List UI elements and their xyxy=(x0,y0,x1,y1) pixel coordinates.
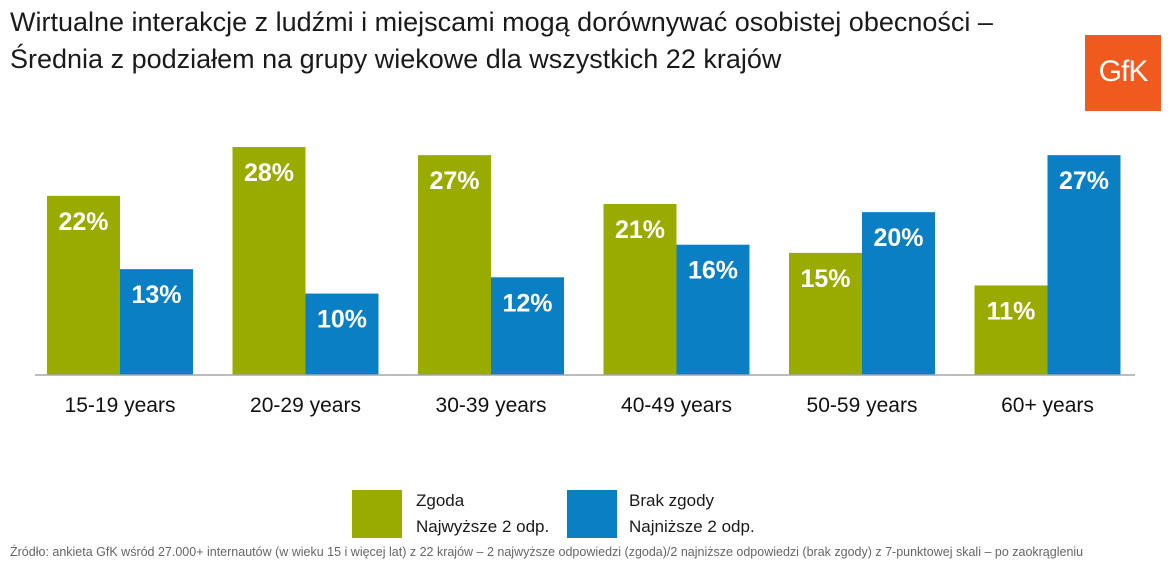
legend-label: Brak zgody xyxy=(629,491,715,510)
x-tick-label: 40-49 years xyxy=(621,394,732,417)
data-label: 21% xyxy=(615,216,665,244)
data-label: 10% xyxy=(317,306,367,334)
data-label: 15% xyxy=(800,265,850,293)
data-label: 11% xyxy=(987,297,1036,325)
data-label: 27% xyxy=(1059,167,1109,195)
gfk-logo: GfK xyxy=(1085,35,1161,111)
bar-agree-4 xyxy=(789,252,862,375)
legend-sublabel: Najniższe 2 odp. xyxy=(629,517,755,536)
bar-agree-1 xyxy=(232,147,306,375)
bar-agree-5 xyxy=(974,285,1048,375)
bar-chart: 22% 13% 28% 10% 27% 12% 21% 16% 15% 20% 11% 27% 15-… xyxy=(35,147,1135,538)
data-label: 13% xyxy=(131,281,181,309)
legend: Zgoda Najwyższe 2 odp. Brak zgody Najniższe… xyxy=(352,490,755,538)
bar-agree-2 xyxy=(418,155,491,375)
data-label: 28% xyxy=(244,159,294,187)
legend-swatch-disagree xyxy=(567,490,617,538)
bar-disagree-2 xyxy=(491,277,564,375)
bar-disagree-1 xyxy=(305,293,379,375)
x-tick-label: 30-39 years xyxy=(436,394,547,417)
logo-text: GfK xyxy=(1098,55,1149,88)
bar-agree-3 xyxy=(603,204,677,375)
bar-disagree-4 xyxy=(862,212,935,375)
legend-label: Zgoda xyxy=(416,491,465,510)
chart-title: Wirtualne interakcje z ludźmi i miejscam… xyxy=(10,7,993,74)
data-label: 12% xyxy=(502,289,552,317)
bar-agree-0 xyxy=(47,195,120,375)
x-tick-label: 15-19 years xyxy=(65,394,176,417)
bars-layer: 22% 13% 28% 10% 27% 12% 21% 16% 15% 20% 11% 27% xyxy=(47,147,1121,375)
data-label: 22% xyxy=(58,208,108,236)
data-label: 16% xyxy=(688,257,738,285)
tick-labels-layer: 15-19 years 20-29 years 30-39 years 40-49 y… xyxy=(65,394,1094,417)
source-footnote: Źródło: ankieta GfK wśród 27.000+ intern… xyxy=(10,545,1084,559)
legend-sublabel: Najwyższe 2 odp. xyxy=(416,517,549,536)
data-label: 20% xyxy=(873,224,923,252)
bar-disagree-0 xyxy=(120,269,193,375)
x-tick-label: 50-59 years xyxy=(807,394,918,417)
bar-disagree-3 xyxy=(676,244,750,375)
x-tick-label: 60+ years xyxy=(1001,394,1094,417)
data-label: 27% xyxy=(429,167,479,195)
legend-swatch-agree xyxy=(352,490,402,538)
bar-disagree-5 xyxy=(1047,155,1121,375)
x-tick-label: 20-29 years xyxy=(250,394,361,417)
